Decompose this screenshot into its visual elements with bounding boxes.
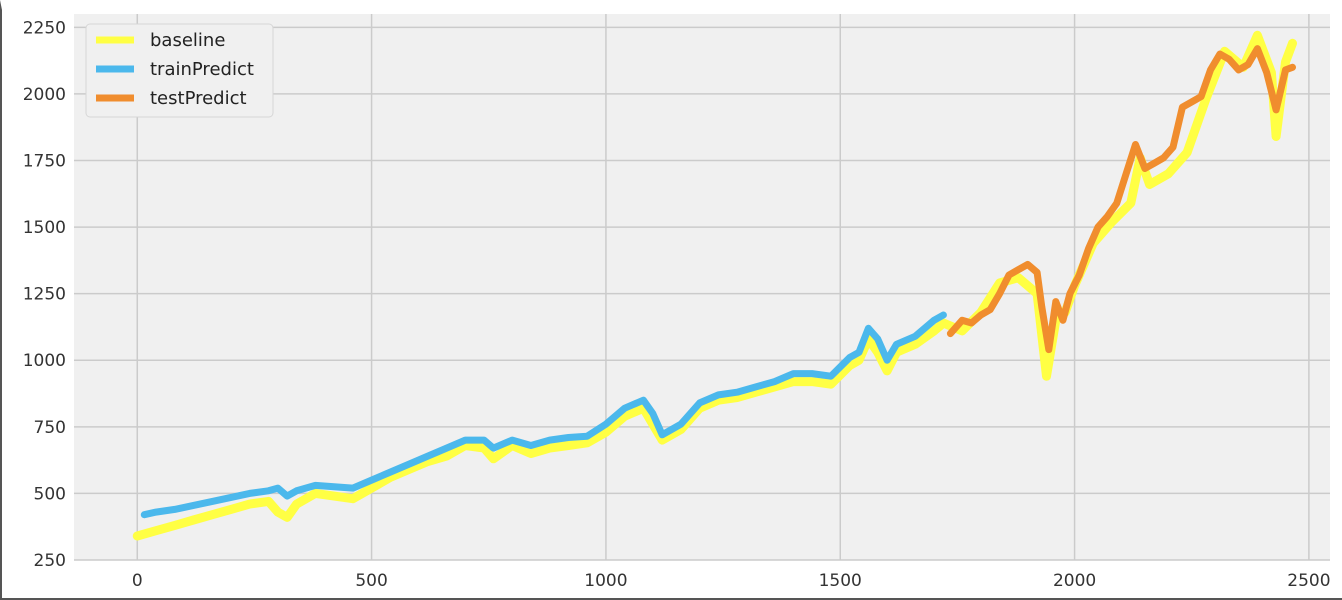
- x-tick-label: 1500: [819, 571, 862, 591]
- y-tick-label: 250: [34, 551, 66, 571]
- y-tick-label: 1250: [23, 285, 66, 305]
- plot-area: [74, 14, 1330, 560]
- x-tick-label: 2500: [1287, 571, 1330, 591]
- legend-box: [85, 23, 274, 118]
- y-tick-label: 750: [34, 418, 66, 438]
- series-group: [132, 30, 1297, 541]
- y-tick-label: 2250: [23, 18, 66, 38]
- y-axis-ticks: 250 500 750 1000 1250 1500 1750 2000 2250: [23, 18, 66, 571]
- y-tick-label: 1750: [23, 151, 66, 171]
- legend-label-testPredict: testPredict: [150, 88, 247, 109]
- grid-lines: [74, 14, 1330, 561]
- x-axis-ticks: 0 500 1000 1500 2000 2500: [132, 571, 1331, 591]
- y-tick-label: 1500: [23, 218, 66, 238]
- legend-label-baseline: baseline: [150, 30, 225, 51]
- x-tick-label: 1000: [584, 571, 627, 591]
- series-line-testPredict: [946, 45, 1296, 354]
- series-line-baseline: [132, 30, 1297, 541]
- x-tick-label: 2000: [1053, 571, 1096, 591]
- legend: baseline trainPredict testPredict: [85, 23, 274, 118]
- y-tick-label: 1000: [23, 351, 66, 371]
- y-tick-label: 500: [34, 484, 66, 504]
- x-tick-label: 500: [355, 571, 387, 591]
- y-tick-label: 2000: [23, 85, 66, 105]
- legend-label-trainPredict: trainPredict: [150, 59, 254, 80]
- x-tick-label: 0: [132, 571, 143, 591]
- series-line-trainPredict: [140, 311, 947, 519]
